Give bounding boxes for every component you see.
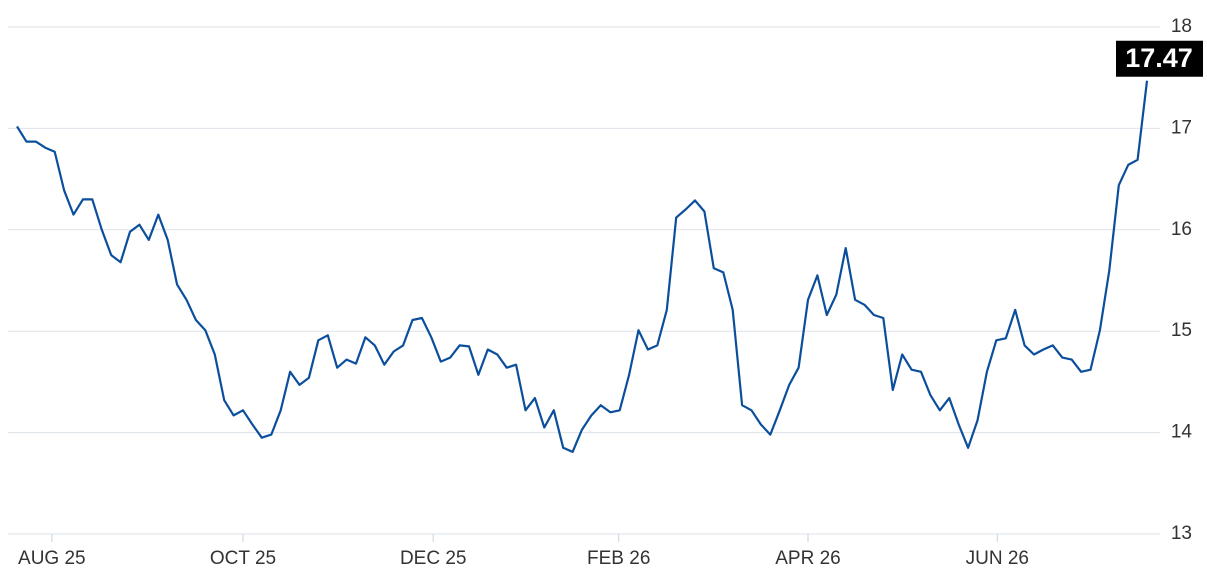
y-tick-label: 15 (1171, 320, 1192, 341)
x-tick-label: OCT 25 (210, 548, 276, 569)
y-tick-label: 16 (1171, 219, 1192, 240)
x-tick-label: FEB 26 (587, 548, 650, 569)
x-tick-label: APR 26 (775, 548, 840, 569)
x-tick-label: AUG 25 (18, 548, 86, 569)
y-tick-label: 17 (1171, 117, 1192, 138)
x-tick-label: DEC 25 (400, 548, 467, 569)
y-tick-label: 14 (1171, 422, 1193, 443)
last-value-label: 17.47 (1125, 43, 1193, 73)
price-line (16, 80, 1149, 453)
y-tick-label: 18 (1171, 16, 1192, 37)
x-tick-label: JUN 26 (966, 548, 1029, 569)
y-tick-label: 13 (1171, 523, 1192, 544)
last-value-badge (1116, 40, 1203, 77)
